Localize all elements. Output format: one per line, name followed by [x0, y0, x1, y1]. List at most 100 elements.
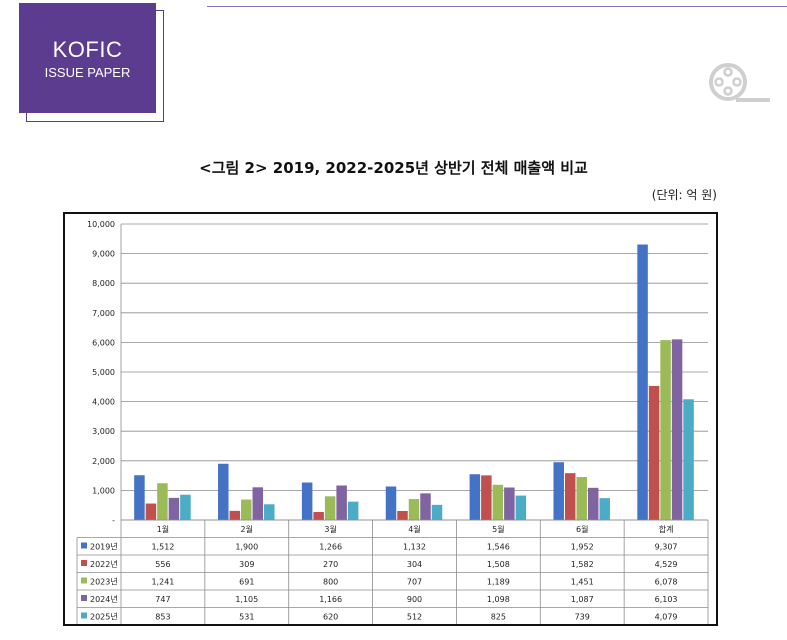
table-value: 853	[155, 613, 170, 622]
bar	[469, 474, 481, 520]
bar	[648, 385, 660, 520]
table-value: 825	[491, 613, 506, 622]
bar	[587, 487, 599, 520]
table-value: 304	[407, 560, 422, 569]
table-value: 4,529	[655, 560, 678, 569]
bar	[553, 462, 564, 520]
table-value: 747	[155, 595, 170, 604]
bar	[301, 482, 313, 520]
legend-label: 2019년	[90, 542, 118, 552]
legend-label: 2024년	[90, 594, 118, 604]
table-value: 739	[575, 613, 590, 622]
bar	[385, 486, 397, 520]
kofic-logo: KOFIC ISSUE PAPER	[19, 3, 156, 113]
bar	[229, 510, 241, 520]
table-value: 1,189	[487, 578, 510, 587]
table-value: 512	[407, 613, 422, 622]
bar	[145, 503, 157, 520]
table-value: 270	[323, 560, 338, 569]
bar	[241, 499, 252, 520]
table-value: 1,098	[487, 595, 510, 604]
category-label: 4월	[408, 524, 420, 534]
bar	[420, 493, 431, 520]
table-value: 4,079	[655, 613, 678, 622]
logo-title: KOFIC	[52, 37, 123, 62]
y-tick-label: 10,000	[87, 220, 115, 229]
table-value: 1,512	[151, 543, 174, 552]
bar	[492, 484, 504, 520]
table-value: 6,078	[655, 578, 678, 587]
bar	[481, 475, 492, 520]
bar	[168, 497, 180, 520]
category-label: 합계	[659, 524, 674, 534]
logo-subtitle: ISSUE PAPER	[44, 65, 131, 80]
table-value: 1,451	[571, 578, 594, 587]
legend-swatch	[81, 577, 87, 584]
table-value: 800	[323, 578, 338, 587]
table-value: 620	[323, 613, 338, 622]
sales-bar-chart: - 1,000 2,000 3,000 4,000 5,000 6,000 7,000 8,00…	[76, 220, 709, 624]
bar	[180, 494, 191, 520]
category-label: 2월	[241, 524, 253, 534]
category-label: 6월	[576, 524, 588, 534]
table-value: 1,241	[151, 578, 174, 587]
y-tick-label: 1,000	[92, 486, 115, 495]
table-value: 9,307	[655, 543, 678, 552]
y-tick-label: 6,000	[92, 338, 115, 347]
category-label: 3월	[324, 524, 336, 534]
table-value: 1,952	[571, 543, 594, 552]
table-value: 1,266	[319, 543, 342, 552]
y-tick-label: 2,000	[92, 457, 115, 466]
chart-frame: - 1,000 2,000 3,000 4,000 5,000 6,000 7,000 8,00…	[63, 212, 718, 626]
table-value: 309	[239, 560, 254, 569]
y-tick-label: 4,000	[92, 398, 115, 407]
table-value: 556	[155, 560, 170, 569]
bar	[599, 498, 610, 520]
table-value: 1,087	[571, 595, 594, 604]
bar	[564, 473, 576, 520]
table-value: 6,103	[655, 595, 678, 604]
bar	[397, 511, 408, 520]
table-value: 1,900	[235, 543, 258, 552]
legend-swatch	[81, 560, 87, 566]
bar	[408, 499, 420, 520]
y-tick-label: 5,000	[92, 368, 115, 377]
bar	[336, 485, 347, 520]
table-value: 900	[407, 595, 422, 604]
legend-label: 2025년	[90, 612, 118, 622]
bar	[324, 496, 336, 520]
table-value: 691	[239, 578, 254, 587]
table-value: 1,166	[319, 595, 342, 604]
bar	[347, 501, 359, 520]
table-value: 531	[239, 613, 254, 622]
film-reel-icon	[709, 63, 770, 102]
legend-label: 2023년	[90, 577, 118, 587]
bar	[637, 244, 648, 520]
bar	[218, 463, 229, 520]
y-tick-label: 3,000	[92, 427, 115, 436]
bar	[431, 504, 443, 520]
unit-label: (단위: 억 원)	[651, 188, 717, 202]
legend-swatch	[81, 595, 87, 601]
legend-swatch	[81, 612, 87, 619]
y-tick-label: 9,000	[92, 250, 115, 259]
y-tick-label: 7,000	[92, 309, 115, 318]
bar	[252, 487, 264, 520]
bar	[504, 487, 515, 520]
table-value: 1,132	[403, 543, 426, 552]
bar	[660, 340, 671, 520]
bar	[515, 495, 527, 520]
y-tick-label: -	[112, 516, 115, 525]
table-value: 1,105	[235, 595, 258, 604]
bar	[157, 483, 168, 520]
category-label: 5월	[492, 524, 504, 534]
table-value: 1,546	[487, 543, 510, 552]
table-value: 1,508	[487, 560, 510, 569]
figure-title: <그림 2> 2019, 2022-2025년 상반기 전체 매출액 비교	[199, 159, 588, 177]
bar	[576, 477, 587, 520]
table-value: 1,582	[571, 560, 594, 569]
header-rule	[207, 6, 787, 7]
bar	[683, 399, 694, 520]
legend-label: 2022년	[90, 559, 118, 569]
table-value: 707	[407, 578, 422, 587]
